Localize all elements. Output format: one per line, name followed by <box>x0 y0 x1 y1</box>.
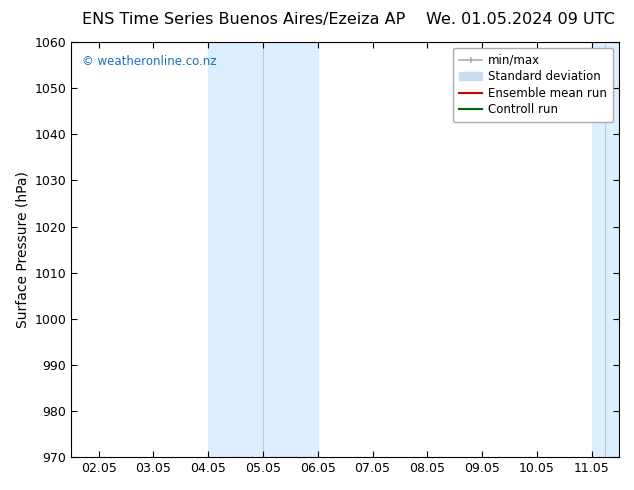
Bar <box>592 42 619 457</box>
Text: We. 01.05.2024 09 UTC: We. 01.05.2024 09 UTC <box>426 12 615 27</box>
Text: © weatheronline.co.nz: © weatheronline.co.nz <box>82 54 217 68</box>
Y-axis label: Surface Pressure (hPa): Surface Pressure (hPa) <box>15 171 29 328</box>
Text: ENS Time Series Buenos Aires/Ezeiza AP: ENS Time Series Buenos Aires/Ezeiza AP <box>82 12 406 27</box>
Bar <box>208 42 318 457</box>
Legend: min/max, Standard deviation, Ensemble mean run, Controll run: min/max, Standard deviation, Ensemble me… <box>453 48 613 122</box>
